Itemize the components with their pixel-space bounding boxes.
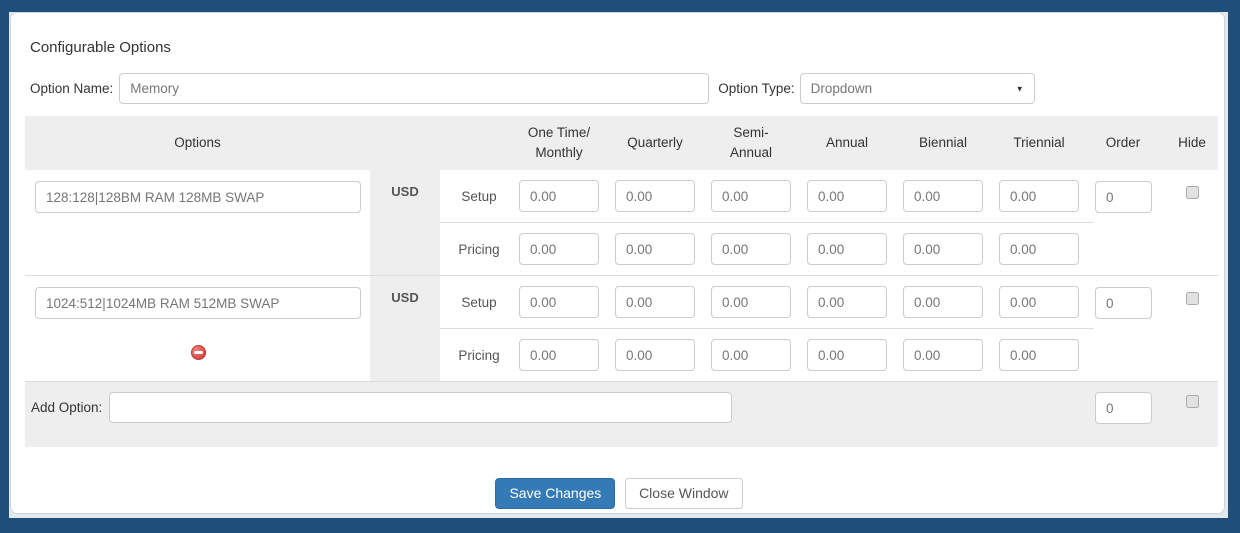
setup-price-input[interactable]	[519, 180, 599, 212]
setup-row-label: Setup	[440, 170, 518, 223]
pricing-price-input[interactable]	[807, 233, 887, 265]
setup-price-input[interactable]	[999, 286, 1079, 318]
add-option-input[interactable]	[109, 392, 733, 423]
option-type-select[interactable]: Dropdown	[799, 73, 1035, 104]
column-header-options: Options	[25, 116, 370, 170]
setup-price-input[interactable]	[615, 180, 695, 212]
setup-price-input[interactable]	[999, 180, 1079, 212]
save-changes-button[interactable]: Save Changes	[495, 478, 616, 509]
pricing-row-label: Pricing	[458, 347, 500, 363]
add-option-hide-checkbox[interactable]	[1185, 395, 1199, 408]
setup-price-input[interactable]	[807, 286, 887, 318]
setup-price-input[interactable]	[711, 180, 791, 212]
setup-price-input[interactable]	[807, 180, 887, 212]
pricing-price-input[interactable]	[999, 339, 1079, 371]
pricing-price-input[interactable]	[903, 233, 983, 265]
column-header-annual: Annual	[806, 116, 902, 170]
column-header-semiannual: Semi- Annual	[710, 116, 806, 170]
option-value-input[interactable]	[35, 181, 361, 213]
remove-option-icon[interactable]	[190, 345, 206, 360]
option-type-label: Option Type:	[718, 81, 795, 96]
currency-label: USD	[391, 184, 419, 199]
pricing-row-label: Pricing	[458, 241, 500, 257]
option-name-label: Option Name:	[30, 81, 114, 96]
column-header-hide: Hide	[1166, 116, 1218, 170]
pricing-price-input[interactable]	[519, 339, 599, 371]
close-window-button[interactable]: Close Window	[625, 478, 743, 509]
hide-checkbox[interactable]	[1185, 292, 1199, 305]
option-row: USD Setup Pricing	[25, 275, 1218, 382]
column-header-quarterly: Quarterly	[614, 116, 710, 170]
pricing-price-input[interactable]	[903, 339, 983, 371]
currency-label: USD	[391, 290, 419, 305]
add-option-label: Add Option:	[31, 400, 103, 415]
setup-price-input[interactable]	[615, 286, 695, 318]
configurable-options-panel: Configurable Options Option Name: Option…	[10, 12, 1225, 514]
option-name-input[interactable]	[119, 73, 710, 104]
pricing-price-input[interactable]	[999, 233, 1079, 265]
button-bar: Save Changes Close Window	[25, 478, 1213, 509]
column-header-triennial: Triennial	[998, 116, 1094, 170]
option-row: USD Setup Pricing	[25, 170, 1218, 276]
setup-price-input[interactable]	[711, 286, 791, 318]
column-header-order: Order	[1094, 116, 1166, 170]
option-header-form: Option Name: Option Type: Dropdown ▼	[30, 73, 1213, 104]
column-header-onetime-monthly: One Time/ Monthly	[518, 116, 614, 170]
order-input[interactable]	[1095, 287, 1152, 319]
options-table: Options One Time/ Monthly Quarterly Semi…	[25, 116, 1218, 447]
option-value-input[interactable]	[35, 287, 361, 319]
setup-price-input[interactable]	[519, 286, 599, 318]
pricing-price-input[interactable]	[807, 339, 887, 371]
column-header-biennial: Biennial	[902, 116, 998, 170]
pricing-price-input[interactable]	[615, 339, 695, 371]
pricing-price-input[interactable]	[615, 233, 695, 265]
pricing-price-input[interactable]	[519, 233, 599, 265]
setup-row-label: Setup	[440, 275, 518, 329]
pricing-price-input[interactable]	[711, 233, 791, 265]
add-option-order-input[interactable]	[1095, 392, 1152, 424]
pricing-price-input[interactable]	[711, 339, 791, 371]
order-input[interactable]	[1095, 181, 1152, 213]
add-option-row: Add Option:	[25, 381, 1218, 447]
page-title: Configurable Options	[30, 39, 171, 56]
hide-checkbox[interactable]	[1185, 186, 1199, 199]
setup-price-input[interactable]	[903, 286, 983, 318]
column-header-currency	[370, 116, 440, 170]
setup-price-input[interactable]	[903, 180, 983, 212]
column-header-rowtype	[440, 116, 518, 170]
